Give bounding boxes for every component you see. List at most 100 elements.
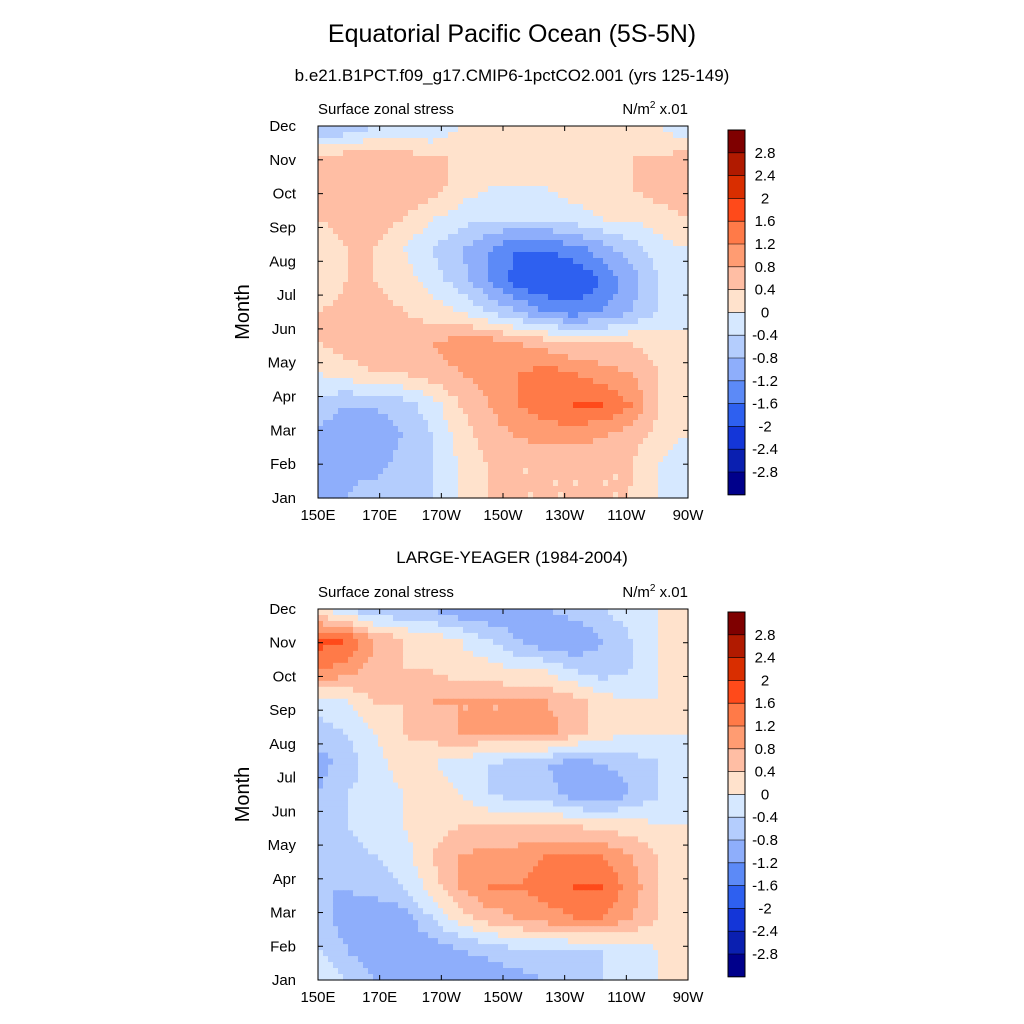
heatmap-cell: [493, 324, 499, 331]
heatmap-cell: [328, 162, 334, 169]
heatmap-cell: [513, 438, 519, 445]
heatmap-cell: [398, 306, 404, 313]
heatmap-cell: [388, 138, 394, 145]
heatmap-cell: [553, 252, 559, 259]
heatmap-cell: [358, 132, 364, 139]
heatmap-cell: [483, 162, 489, 169]
heatmap-cell: [383, 288, 389, 295]
heatmap-cell: [553, 276, 559, 283]
heatmap-cell: [388, 426, 394, 433]
heatmap-cell: [343, 614, 349, 622]
heatmap-cell: [608, 366, 614, 373]
heatmap-cell: [353, 324, 359, 331]
heatmap-cell: [578, 276, 584, 283]
heatmap-cell: [523, 462, 529, 469]
heatmap-cell: [483, 348, 489, 355]
heatmap-cell: [383, 198, 389, 205]
heatmap-cell: [338, 216, 344, 223]
heatmap-cell: [653, 450, 659, 457]
heatmap-cell: [593, 192, 599, 199]
heatmap-cell: [623, 210, 629, 217]
heatmap-cell: [653, 432, 659, 439]
heatmap-cell: [668, 402, 674, 409]
heatmap-cell: [333, 480, 339, 487]
heatmap-cell: [603, 426, 609, 433]
heatmap-cell: [448, 300, 454, 307]
heatmap-cell: [348, 132, 354, 139]
heatmap-cell: [448, 294, 454, 301]
heatmap-cell: [403, 258, 409, 265]
heatmap-cell: [548, 276, 554, 283]
heatmap-cell: [508, 354, 514, 361]
heatmap-cell: [603, 354, 609, 361]
heatmap-cell: [623, 384, 629, 391]
heatmap-cell: [318, 354, 324, 361]
heatmap-cell: [468, 438, 474, 445]
heatmap-cell: [383, 330, 389, 337]
heatmap-cell: [338, 620, 344, 628]
heatmap-cell: [643, 324, 649, 331]
heatmap-cell: [368, 444, 374, 451]
heatmap-cell: [503, 144, 509, 151]
heatmap-cell: [353, 312, 359, 319]
heatmap-cell: [528, 390, 534, 397]
heatmap-cell: [348, 306, 354, 313]
heatmap-cell: [588, 360, 594, 367]
heatmap-cell: [638, 234, 644, 241]
heatmap-cell: [438, 282, 444, 289]
heatmap-cell: [428, 480, 434, 487]
heatmap-cell: [578, 372, 584, 379]
heatmap-cell: [443, 264, 449, 271]
heatmap-cell: [603, 264, 609, 271]
heatmap-cell: [433, 450, 439, 457]
heatmap-cell: [343, 258, 349, 265]
heatmap-cell: [438, 306, 444, 313]
heatmap-cell: [418, 138, 424, 145]
heatmap-cell: [548, 468, 554, 475]
heatmap-cell: [343, 210, 349, 217]
heatmap-cell: [498, 348, 504, 355]
heatmap-cell: [638, 324, 644, 331]
heatmap-cell: [408, 312, 414, 319]
heatmap-cell: [378, 270, 384, 277]
heatmap-cell: [423, 414, 429, 421]
heatmap-cell: [318, 396, 324, 403]
heatmap-cell: [603, 186, 609, 193]
heatmap-cell: [623, 276, 629, 283]
heatmap-cell: [328, 626, 334, 634]
heatmap-cell: [633, 480, 639, 487]
heatmap-cell: [523, 474, 529, 481]
heatmap-cell: [438, 609, 444, 616]
heatmap-cell: [513, 246, 519, 253]
heatmap-cell: [508, 246, 514, 253]
heatmap-cell: [548, 432, 554, 439]
heatmap-cell: [473, 384, 479, 391]
heatmap-cell: [683, 330, 689, 337]
heatmap-cell: [473, 138, 479, 145]
heatmap-cell: [323, 480, 329, 487]
heatmap-cell: [608, 318, 614, 325]
heatmap-cell: [543, 414, 549, 421]
heatmap-cell: [658, 288, 664, 295]
heatmap-cell: [603, 414, 609, 421]
heatmap-cell: [578, 312, 584, 319]
heatmap-cell: [563, 234, 569, 241]
heatmap-cell: [403, 366, 409, 373]
heatmap-cell: [363, 174, 369, 181]
heatmap-cell: [383, 270, 389, 277]
heatmap-cell: [538, 462, 544, 469]
heatmap-cell: [588, 438, 594, 445]
colorbar-label: -1.6: [752, 396, 778, 413]
heatmap-cell: [673, 426, 679, 433]
heatmap-cell: [548, 126, 554, 133]
heatmap-cell: [613, 384, 619, 391]
heatmap-cell: [663, 264, 669, 271]
heatmap-cell: [398, 372, 404, 379]
heatmap-cell: [643, 312, 649, 319]
heatmap-cell: [468, 492, 474, 499]
heatmap-cell: [588, 324, 594, 331]
heatmap-cell: [333, 366, 339, 373]
heatmap-cell: [393, 162, 399, 169]
heatmap-cell: [678, 432, 684, 439]
heatmap-cell: [468, 336, 474, 343]
